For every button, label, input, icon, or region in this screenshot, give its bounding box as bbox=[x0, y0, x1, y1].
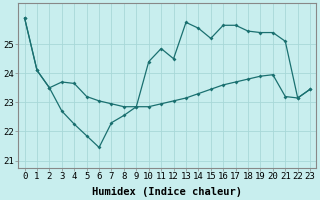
X-axis label: Humidex (Indice chaleur): Humidex (Indice chaleur) bbox=[92, 186, 242, 197]
